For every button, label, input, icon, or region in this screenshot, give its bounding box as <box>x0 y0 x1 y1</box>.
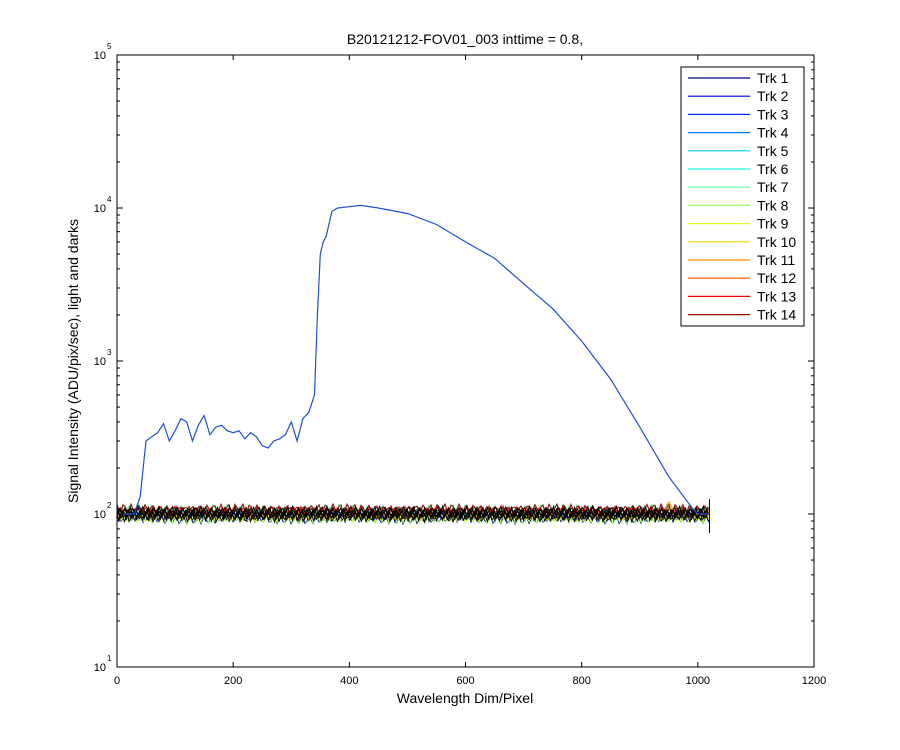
x-tick-label: 400 <box>340 675 358 687</box>
legend-label: Trk 12 <box>757 270 796 286</box>
legend-label: Trk 13 <box>757 288 796 304</box>
legend-label: Trk 3 <box>757 106 789 122</box>
y-tick-label: 10 <box>94 662 106 674</box>
y-tick-exponent: 1 <box>107 654 112 663</box>
legend-label: Trk 8 <box>757 197 789 213</box>
y-tick-exponent: 3 <box>107 348 112 357</box>
x-tick-label: 600 <box>456 675 474 687</box>
legend: Trk 1 Trk 2 Trk 3 Trk 4 Trk 5 Trk 6 Trk 7 Trk 8… <box>680 66 805 327</box>
y-tick-label: 10 <box>94 50 106 62</box>
dark-track-noise <box>116 505 709 519</box>
legend-label: Trk 14 <box>757 307 796 323</box>
y-axis-label: Signal Intensity (ADU/pix/sec), light an… <box>65 219 81 503</box>
legend-label: Trk 2 <box>757 88 789 104</box>
legend-label: Trk 1 <box>757 70 789 86</box>
legend-box <box>680 66 805 327</box>
x-tick-label: 800 <box>572 675 590 687</box>
x-tick-label: 0 <box>114 675 120 687</box>
y-tick-exponent: 2 <box>107 501 112 510</box>
legend-label: Trk 10 <box>757 234 796 250</box>
x-axis-label: Wavelength Dim/Pixel <box>397 690 533 706</box>
x-tick-label: 1200 <box>802 675 826 687</box>
light-track-line <box>117 204 710 515</box>
chart-title: B20121212-FOV01_003 inttime = 0.8, <box>347 31 583 47</box>
dark-track-noise <box>116 504 709 518</box>
dark-tracks-band <box>116 491 710 538</box>
y-tick-label: 10 <box>94 356 106 368</box>
y-tick-exponent: 5 <box>107 42 112 51</box>
y-tick-label: 10 <box>94 509 106 521</box>
legend-label: Trk 11 <box>757 252 795 268</box>
y-tick-exponent: 4 <box>107 195 112 204</box>
legend-label: Trk 9 <box>757 216 789 232</box>
legend-label: Trk 6 <box>757 161 789 177</box>
x-tick-label: 200 <box>224 675 242 687</box>
dark-track-noise <box>116 509 709 523</box>
y-tick-label: 10 <box>94 203 106 215</box>
data-marker <box>663 500 674 510</box>
legend-label: Trk 5 <box>757 143 789 159</box>
legend-label: Trk 4 <box>757 125 789 141</box>
x-tick-label: 1000 <box>686 675 710 687</box>
x-axis-ticks: 0 200 400 600 800 1000 1200 <box>114 55 826 687</box>
legend-label: Trk 7 <box>757 179 789 195</box>
